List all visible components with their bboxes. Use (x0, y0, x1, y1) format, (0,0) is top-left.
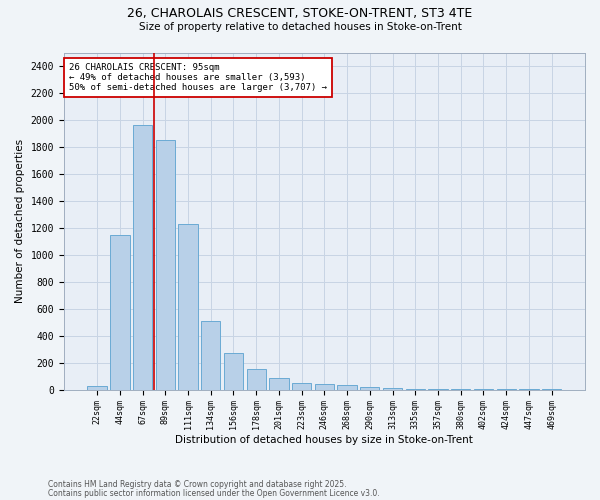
Text: 26, CHAROLAIS CRESCENT, STOKE-ON-TRENT, ST3 4TE: 26, CHAROLAIS CRESCENT, STOKE-ON-TRENT, … (127, 8, 473, 20)
Bar (155, 140, 175, 390)
Bar (269, 378, 289, 390)
Bar (247, 369, 266, 390)
Bar (383, 388, 402, 390)
Bar (542, 389, 562, 390)
Bar (497, 389, 516, 390)
Bar (224, 354, 243, 390)
Bar (88, 386, 107, 390)
Bar (428, 389, 448, 390)
Y-axis label: Number of detached properties: Number of detached properties (15, 139, 25, 303)
Bar (474, 389, 493, 390)
Text: Contains public sector information licensed under the Open Government Licence v3: Contains public sector information licen… (48, 490, 380, 498)
Bar (110, 234, 130, 390)
Bar (519, 389, 539, 390)
Text: Contains HM Land Registry data © Crown copyright and database right 2025.: Contains HM Land Registry data © Crown c… (48, 480, 347, 489)
Text: Size of property relative to detached houses in Stoke-on-Trent: Size of property relative to detached ho… (139, 22, 461, 32)
Bar (337, 385, 357, 390)
Bar (406, 389, 425, 390)
Bar (292, 383, 311, 390)
Bar (315, 384, 334, 390)
Bar (451, 389, 470, 390)
X-axis label: Distribution of detached houses by size in Stoke-on-Trent: Distribution of detached houses by size … (175, 435, 473, 445)
Text: 26 CHAROLAIS CRESCENT: 95sqm
← 49% of detached houses are smaller (3,593)
50% of: 26 CHAROLAIS CRESCENT: 95sqm ← 49% of de… (69, 62, 327, 92)
Bar (360, 387, 379, 390)
Bar (201, 321, 220, 390)
Bar (178, 224, 197, 390)
Bar (133, 126, 152, 390)
